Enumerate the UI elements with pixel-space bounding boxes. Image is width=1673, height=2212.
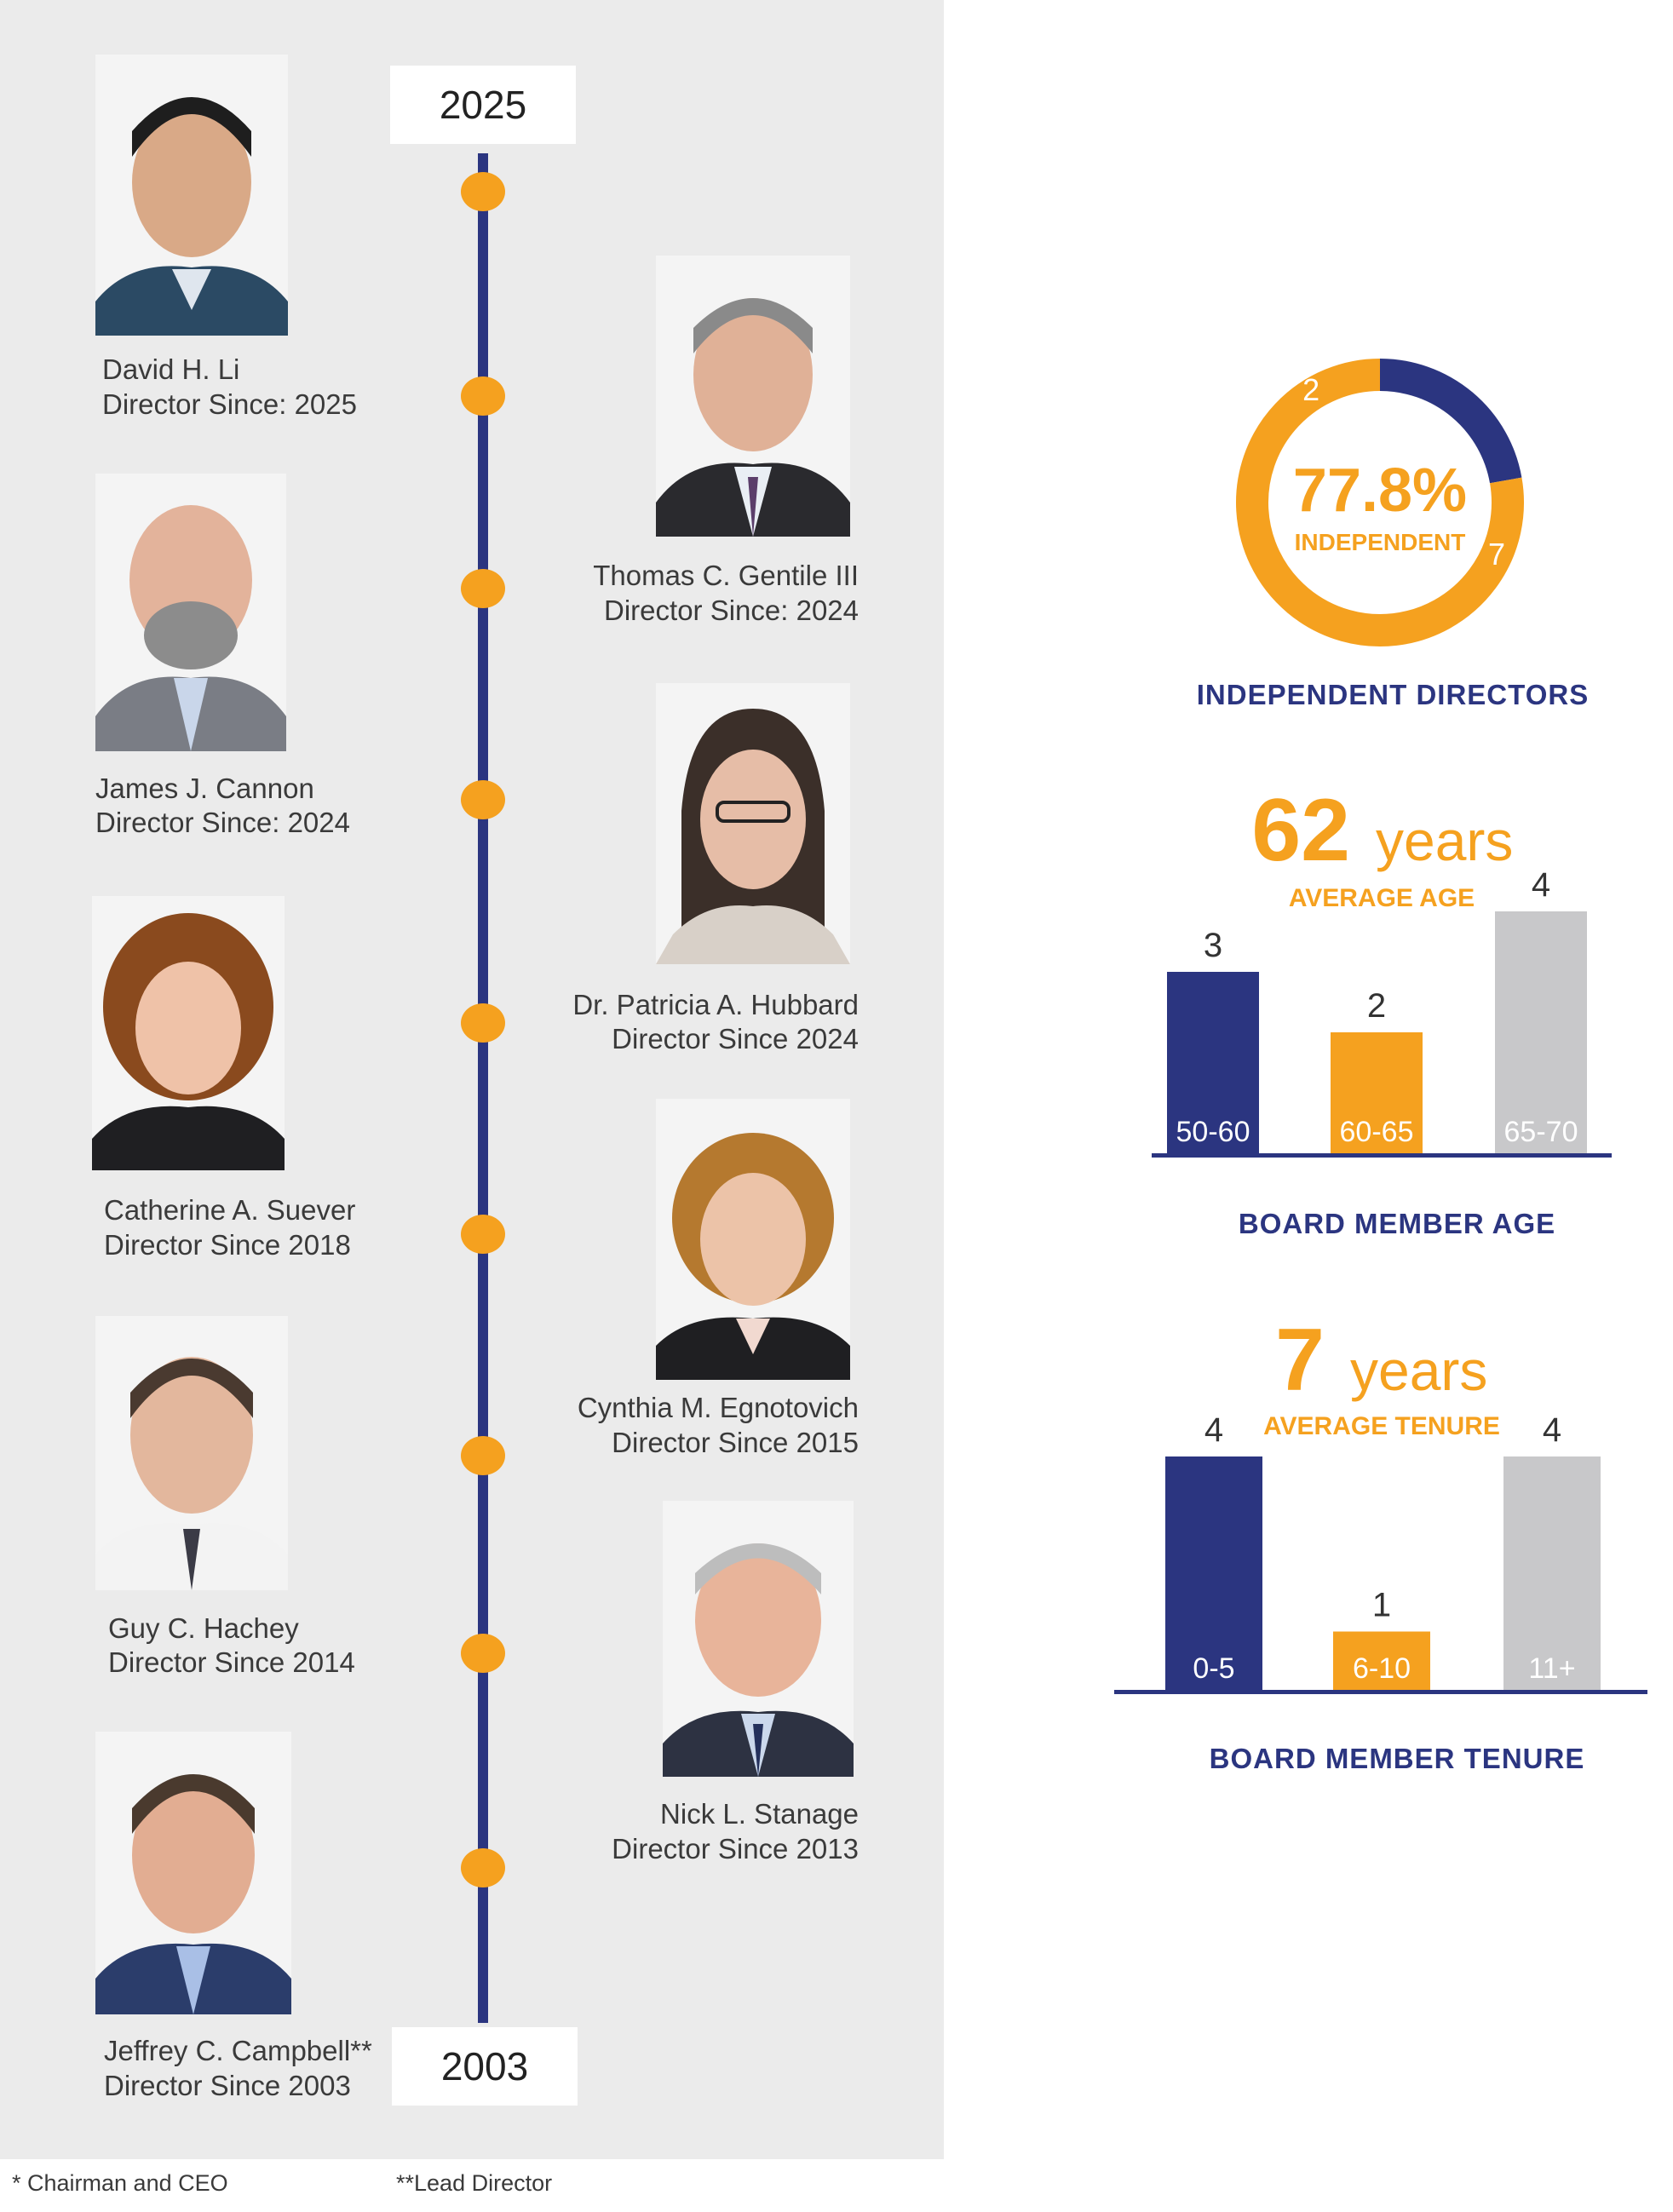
director-name: Nick L. Stanage xyxy=(660,1798,859,1830)
director-photo-thomas-gentile xyxy=(656,256,850,537)
independent-label: INDEPENDENT xyxy=(1295,529,1466,555)
timeline-bottom-year: 2003 xyxy=(392,2027,578,2106)
bar-value-label: 2 xyxy=(1367,987,1386,1025)
footnote-chairman: * Chairman and CEO xyxy=(12,2170,228,2196)
bar-category-label: 65-70 xyxy=(1504,1116,1578,1148)
donut-slice xyxy=(1236,359,1524,646)
timeline-dot xyxy=(461,172,505,211)
bar xyxy=(1495,911,1587,1153)
bar-value-label: 4 xyxy=(1204,1411,1223,1449)
timeline-dot xyxy=(461,1848,505,1887)
independent-directors-title: INDEPENDENT DIRECTORS xyxy=(1196,679,1590,710)
director-since: Director Since: 2024 xyxy=(95,807,350,838)
director-name: Jeffrey C. Campbell** xyxy=(104,2035,372,2066)
director-name: Guy C. Hachey xyxy=(108,1612,299,1644)
director-since: Director Since 2024 xyxy=(612,1023,859,1054)
director-photo-david-li xyxy=(95,55,288,336)
timeline-top-year: 2025 xyxy=(390,66,576,144)
director-since: Director Since 2015 xyxy=(612,1427,859,1458)
director-name: James J. Cannon xyxy=(95,773,314,804)
bar-value-label: 1 xyxy=(1372,1587,1391,1624)
director-photo-cynthia-egnotovich xyxy=(656,1099,850,1380)
director-since: Director Since 2014 xyxy=(108,1646,355,1678)
chart-baseline xyxy=(1114,1690,1647,1694)
director-photo-nick-stanage xyxy=(663,1501,854,1777)
bar-category-label: 11+ xyxy=(1528,1652,1575,1685)
average-unit: years xyxy=(1350,1339,1487,1402)
director-since: Director Since: 2024 xyxy=(604,595,859,626)
director-name: Cynthia M. Egnotovich xyxy=(577,1392,859,1423)
director-since: Director Since 2013 xyxy=(612,1833,859,1864)
bar xyxy=(1167,972,1259,1153)
board-member-tenure-title: BOARD MEMBER TENURE xyxy=(1209,1743,1585,1774)
director-name: Dr. Patricia A. Hubbard xyxy=(572,989,859,1020)
timeline-dot xyxy=(461,376,505,416)
timeline-dot xyxy=(461,1436,505,1475)
average-unit: years xyxy=(1376,809,1513,872)
donut-slice-label: 7 xyxy=(1488,537,1505,572)
chart-baseline xyxy=(1152,1153,1612,1158)
director-photo-patricia-hubbard xyxy=(656,683,850,964)
bar-category-label: 6-10 xyxy=(1353,1652,1411,1685)
footnote-lead-director: **Lead Director xyxy=(396,2170,553,2196)
average-value: 62 xyxy=(1251,781,1350,880)
director-name: David H. Li xyxy=(102,353,240,385)
timeline-dot xyxy=(461,1003,505,1043)
average-label: AVERAGE TENURE xyxy=(1263,1412,1500,1440)
bar xyxy=(1333,1631,1430,1690)
director-since: Director Since: 2025 xyxy=(102,388,357,420)
director-name: Thomas C. Gentile III xyxy=(593,560,859,591)
timeline-line xyxy=(478,153,488,2023)
director-since: Director Since 2003 xyxy=(104,2070,351,2101)
bar-category-label: 60-65 xyxy=(1340,1116,1414,1148)
timeline-dot xyxy=(461,569,505,608)
timeline-dot xyxy=(461,1634,505,1673)
donut-slice xyxy=(1379,359,1522,484)
board-member-age-title: BOARD MEMBER AGE xyxy=(1238,1208,1556,1239)
independent-percentage: 77.8% xyxy=(1293,457,1467,525)
bar xyxy=(1503,1456,1601,1690)
bar xyxy=(1165,1456,1262,1690)
bar-value-label: 4 xyxy=(1532,866,1550,904)
director-since: Director Since 2018 xyxy=(104,1229,351,1261)
average-label: AVERAGE AGE xyxy=(1289,884,1475,912)
bar xyxy=(1331,1032,1423,1153)
bar-category-label: 50-60 xyxy=(1176,1116,1250,1148)
director-photo-james-cannon xyxy=(95,474,286,751)
director-photo-jeffrey-campbell xyxy=(95,1732,291,2014)
bar-category-label: 0-5 xyxy=(1193,1652,1234,1685)
director-name: Catherine A. Suever xyxy=(104,1194,356,1226)
bar-value-label: 3 xyxy=(1204,927,1222,964)
bar-value-label: 4 xyxy=(1543,1411,1561,1449)
director-photo-guy-hachey xyxy=(95,1316,288,1590)
average-value: 7 xyxy=(1275,1311,1325,1410)
timeline-dot xyxy=(461,1215,505,1254)
donut-slice-label: 2 xyxy=(1302,372,1319,407)
timeline-dot xyxy=(461,780,505,819)
director-photo-catherine-suever xyxy=(92,896,285,1170)
